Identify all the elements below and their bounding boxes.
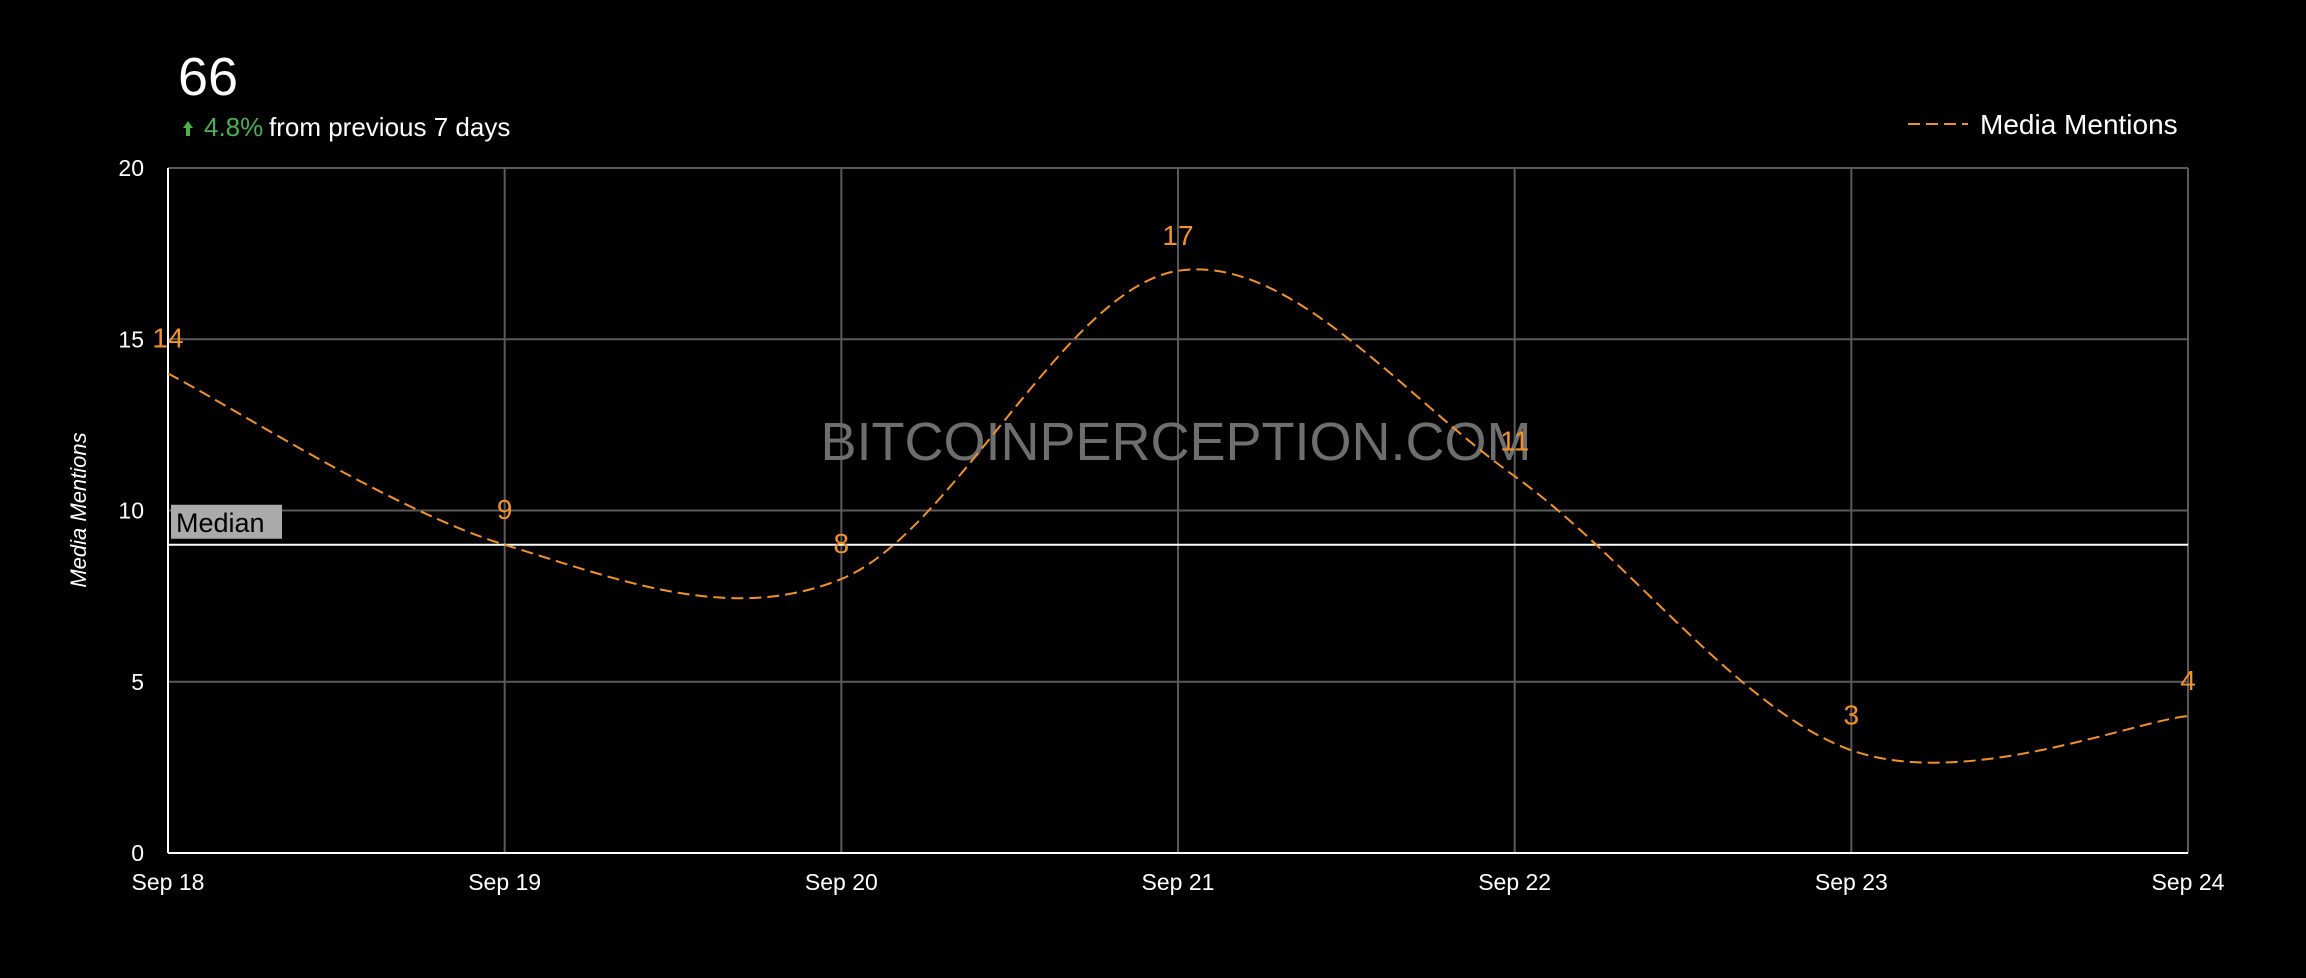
total: 66: [178, 47, 238, 107]
data-label: 14: [152, 323, 183, 354]
change-value: 4.8%: [204, 112, 263, 142]
x-tick-label: Sep 19: [468, 869, 541, 895]
data-label: 3: [1844, 699, 1860, 730]
x-tick-label: Sep 23: [1815, 869, 1888, 895]
median-label: Median: [176, 508, 265, 538]
x-tick-label: Sep 20: [805, 869, 878, 895]
y-tick-label: 10: [118, 498, 144, 524]
x-tick-label: Sep 24: [2152, 869, 2225, 895]
data-label: 17: [1162, 220, 1193, 251]
x-tick-label: Sep 21: [1142, 869, 1215, 895]
y-tick-label: 0: [131, 840, 144, 866]
change-text: from previous 7 days: [269, 112, 510, 142]
y-tick-label: 20: [118, 155, 144, 181]
x-tick-label: Sep 18: [132, 869, 205, 895]
data-label: 9: [497, 494, 513, 525]
legend-label: Media Mentions: [1980, 109, 2178, 140]
y-axis-label: Media Mentions: [66, 432, 91, 587]
data-label: 4: [2180, 665, 2196, 696]
y-tick-label: 15: [118, 326, 144, 352]
median-label-bg: [171, 504, 282, 539]
change-arrow: [183, 121, 193, 136]
watermark: BITCOINPERCEPTION.COM: [820, 412, 1531, 472]
y-tick-label: 5: [131, 669, 144, 695]
series-line: [167, 268, 2189, 764]
x-tick-label: Sep 22: [1478, 869, 1551, 895]
data-label: 11: [1500, 425, 1529, 456]
data-label: 8: [834, 528, 850, 559]
